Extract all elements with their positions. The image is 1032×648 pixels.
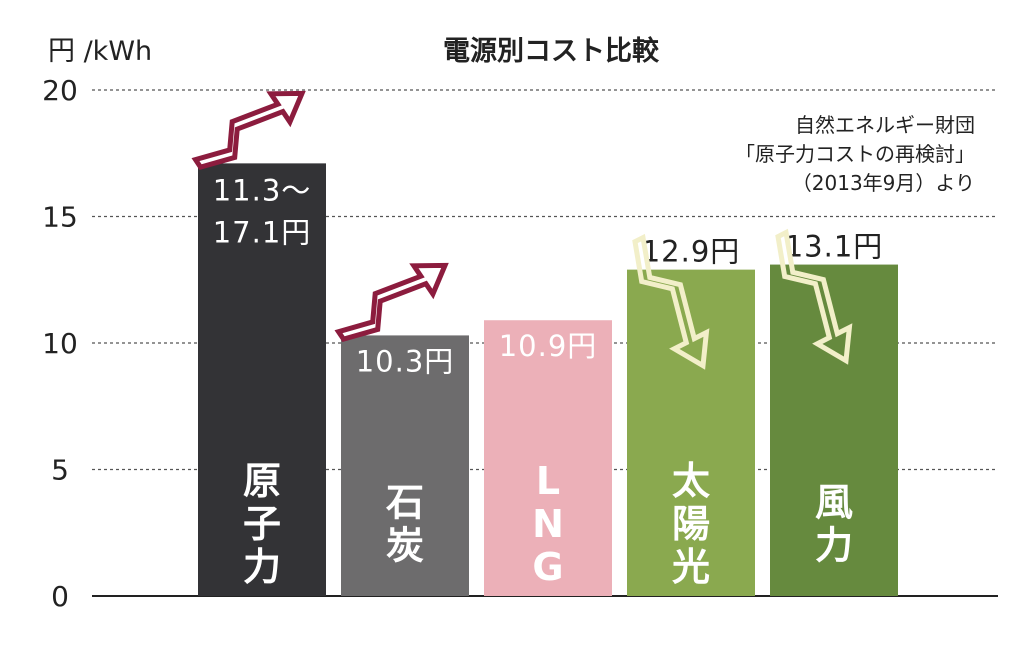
category-label-char: N bbox=[532, 502, 564, 546]
source-note-line-1: 自然エネルギー財団 bbox=[795, 113, 975, 137]
data-label: 10.3円 bbox=[356, 344, 455, 378]
data-label: 17.1円 bbox=[213, 215, 312, 249]
data-label: 11.3〜 bbox=[213, 173, 312, 207]
y-axis-ticks: 0 5 10 15 20 bbox=[42, 74, 78, 613]
y-tick-label: 10 bbox=[42, 327, 78, 360]
up-trend-arrow-icon bbox=[191, 90, 306, 171]
y-axis-label: 円 /kWh bbox=[48, 36, 152, 67]
category-label: 原子力 bbox=[243, 459, 281, 589]
y-tick-label: 0 bbox=[51, 580, 69, 613]
category-label-char: 太 bbox=[672, 459, 710, 503]
category-label-char: 石 bbox=[386, 481, 424, 525]
source-note: 自然エネルギー財団 「原子力コストの再検討」 （2013年9月）より bbox=[735, 113, 975, 195]
category-label-char: L bbox=[536, 459, 560, 503]
category-label-char: 力 bbox=[815, 524, 853, 568]
category-label: 太陽光 bbox=[672, 459, 710, 589]
category-label: 風力 bbox=[815, 481, 853, 568]
bar bbox=[198, 163, 326, 596]
category-label-char: 炭 bbox=[386, 524, 424, 568]
data-labels: 11.3〜 17.1円 10.3円 10.9円 12.9円 13.1円 bbox=[213, 173, 884, 378]
down-trend-arrow-icon bbox=[775, 228, 853, 365]
category-label-char: G bbox=[532, 545, 563, 589]
y-tick-label: 5 bbox=[51, 454, 69, 487]
bar bbox=[341, 335, 469, 596]
category-label-char: 風 bbox=[815, 481, 853, 525]
y-tick-label: 20 bbox=[42, 74, 78, 107]
category-label-char: 陽 bbox=[672, 502, 710, 546]
chart-title: 電源別コスト比較 bbox=[443, 35, 660, 67]
category-label: LNG bbox=[532, 459, 564, 589]
trend-arrows bbox=[191, 90, 853, 370]
category-label-char: 原 bbox=[243, 459, 281, 503]
y-tick-label: 15 bbox=[42, 201, 78, 234]
category-label-char: 子 bbox=[243, 502, 281, 546]
category-label-char: 光 bbox=[672, 545, 710, 589]
down-trend-arrow-icon bbox=[632, 233, 710, 370]
category-label: 石炭 bbox=[386, 481, 424, 568]
data-label: 13.1円 bbox=[785, 230, 884, 264]
category-label-char: 力 bbox=[243, 545, 281, 589]
data-label: 10.9円 bbox=[499, 329, 598, 363]
source-note-line-2: 「原子力コストの再検討」 bbox=[735, 142, 975, 166]
bar bbox=[484, 320, 612, 596]
source-note-line-3: （2013年9月）より bbox=[792, 171, 975, 195]
data-label: 12.9円 bbox=[642, 235, 741, 269]
up-trend-arrow-icon bbox=[334, 262, 449, 342]
